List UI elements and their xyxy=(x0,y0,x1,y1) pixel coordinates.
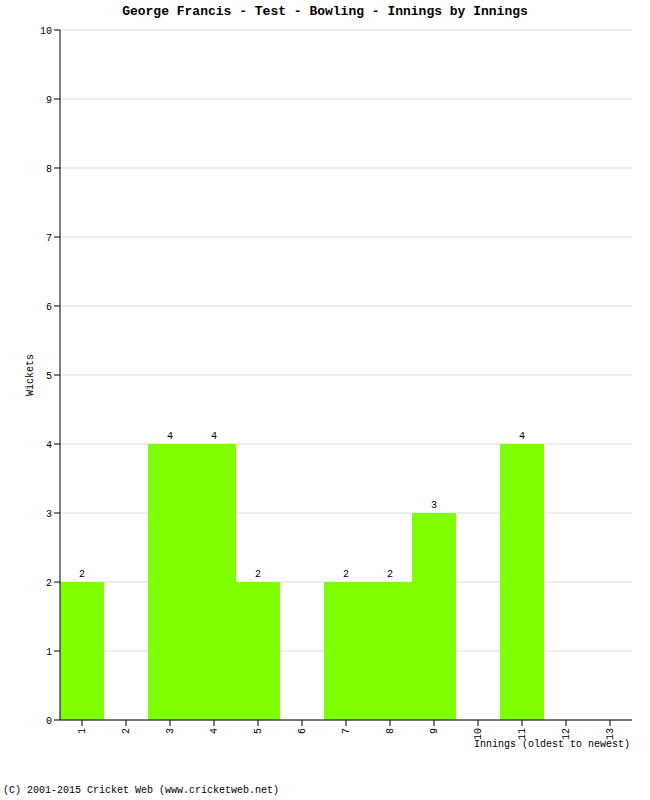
svg-text:4: 4 xyxy=(211,431,217,442)
svg-text:12: 12 xyxy=(561,728,572,740)
svg-text:10: 10 xyxy=(473,728,484,740)
svg-text:2: 2 xyxy=(387,569,393,580)
svg-text:7: 7 xyxy=(341,728,352,734)
html-text:(C) 2001-2015 Cricket Web (www: (C) 2001-2015 Cricket Web (www.cricketwe… xyxy=(3,785,279,796)
svg-text:3: 3 xyxy=(46,509,52,520)
svg-text:2: 2 xyxy=(79,569,85,580)
svg-text:2: 2 xyxy=(255,569,261,580)
svg-text:8: 8 xyxy=(46,164,52,175)
svg-text:3: 3 xyxy=(165,728,176,734)
svg-text:6: 6 xyxy=(297,728,308,734)
svg-text:4: 4 xyxy=(209,728,220,734)
html-text:George Francis - Test - Bowlin: George Francis - Test - Bowling - Inning… xyxy=(122,4,528,19)
svg-text:3: 3 xyxy=(431,500,437,511)
svg-text:2: 2 xyxy=(343,569,349,580)
svg-text:5: 5 xyxy=(46,371,52,382)
svg-text:0: 0 xyxy=(46,716,52,727)
svg-text:2: 2 xyxy=(46,578,52,589)
svg-text:11: 11 xyxy=(517,728,528,740)
html-text:Wickets: Wickets xyxy=(24,354,36,396)
svg-text:10: 10 xyxy=(40,26,52,37)
svg-text:1: 1 xyxy=(77,728,88,734)
svg-text:7: 7 xyxy=(46,233,52,244)
svg-text:4: 4 xyxy=(167,431,173,442)
svg-text:13: 13 xyxy=(605,728,616,740)
svg-text:4: 4 xyxy=(519,431,525,442)
svg-text:5: 5 xyxy=(253,728,264,734)
svg-text:6: 6 xyxy=(46,302,52,313)
svg-text:9: 9 xyxy=(46,95,52,106)
html-text:Innings (oldest to newest): Innings (oldest to newest) xyxy=(474,739,630,750)
svg-text:2: 2 xyxy=(121,728,132,734)
svg-text:9: 9 xyxy=(429,728,440,734)
svg-text:8: 8 xyxy=(385,728,396,734)
svg-text:4: 4 xyxy=(46,440,52,451)
svg-text:1: 1 xyxy=(46,647,52,658)
